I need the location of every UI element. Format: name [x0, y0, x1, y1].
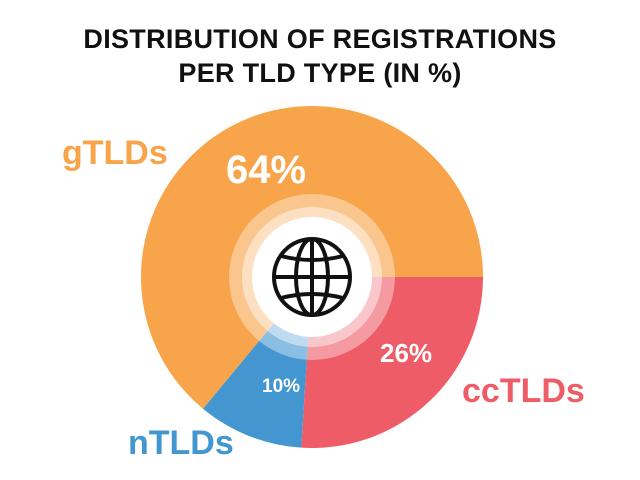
legend-label-cctlds: ccTLDs [462, 372, 585, 410]
chart-title-line-2: PER TLD TYPE (IN %) [178, 58, 462, 88]
legend-label-gtlds: gTLDs [62, 134, 168, 172]
data-label-cctlds: 26% [380, 338, 433, 368]
legend-label-ntlds: nTLDs [128, 424, 234, 462]
chart-title: DISTRIBUTION OF REGISTRATIONS PER TLD TY… [0, 22, 640, 90]
globe-icon [272, 237, 352, 317]
data-label-ntlds: 10% [262, 376, 301, 397]
data-label-gtlds: 64% [226, 148, 307, 192]
chart-title-line-1: DISTRIBUTION OF REGISTRATIONS [83, 24, 557, 54]
